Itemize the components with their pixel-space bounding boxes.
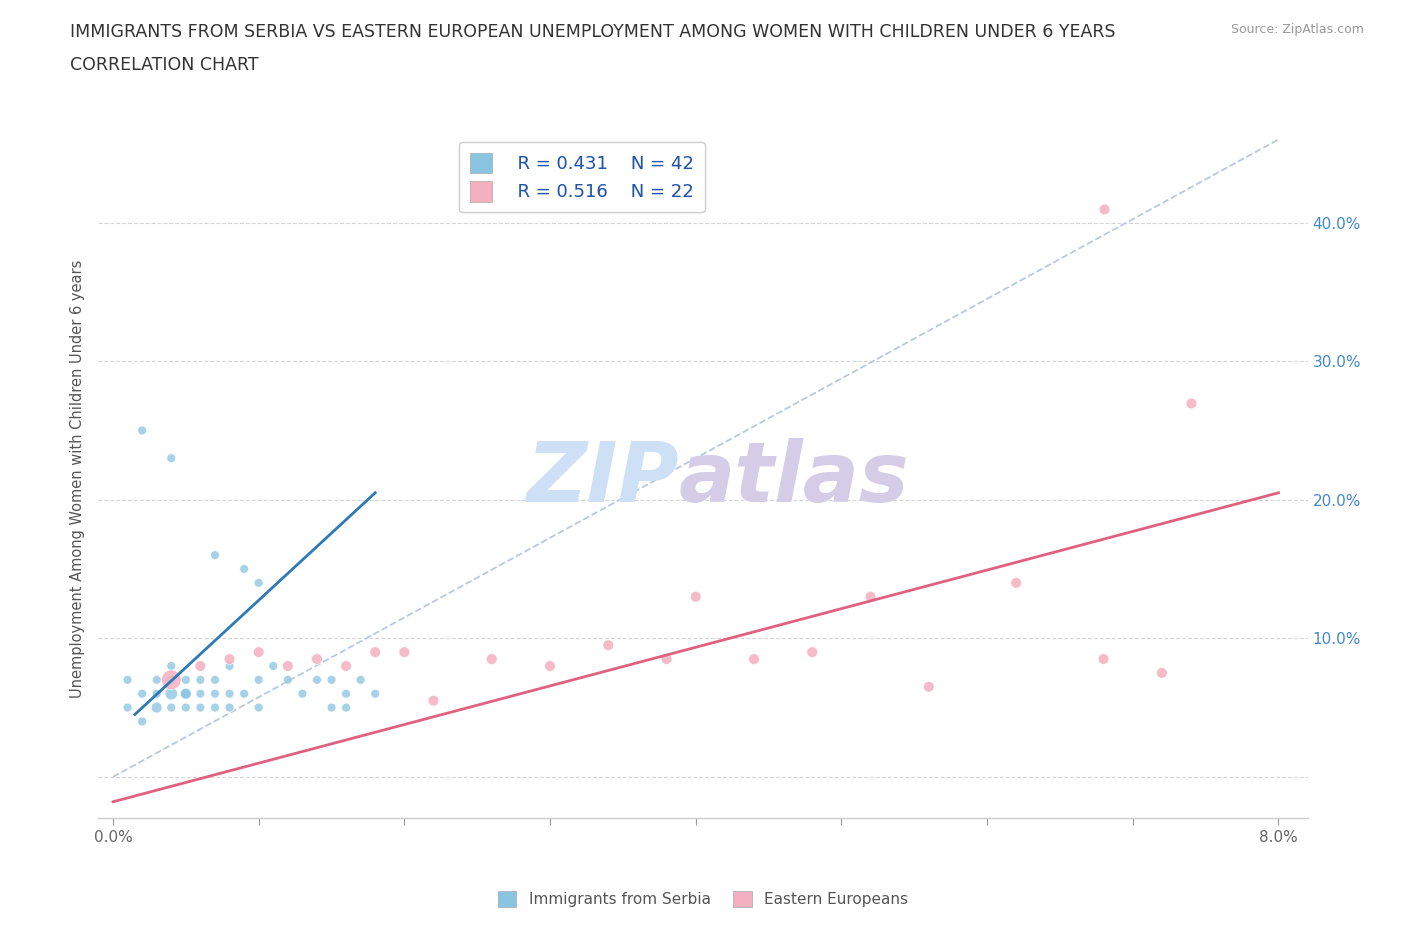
Point [685,590,707,604]
Point [174,672,197,687]
Point [174,686,197,701]
Point [117,672,139,687]
Text: atlas: atlas [679,438,910,520]
Point [174,686,197,701]
Point [305,652,328,667]
Point [1180,395,1202,410]
Point [160,658,183,673]
Point [190,686,212,701]
Point [1092,652,1115,667]
Legend: Immigrants from Serbia, Eastern Europeans: Immigrants from Serbia, Eastern European… [492,884,914,913]
Text: ZIP: ZIP [526,438,679,520]
Point [277,658,299,673]
Point [247,644,270,659]
Point [598,638,620,653]
Text: CORRELATION CHART: CORRELATION CHART [70,56,259,73]
Point [160,672,183,687]
Point [305,672,328,687]
Point [335,686,357,701]
Point [190,672,212,687]
Point [262,658,284,673]
Point [131,714,153,729]
Point [277,672,299,687]
Point [350,672,373,687]
Point [335,700,357,715]
Point [247,672,270,687]
Legend:   R = 0.431    N = 42,   R = 0.516    N = 22: R = 0.431 N = 42, R = 0.516 N = 22 [460,141,704,212]
Point [364,686,387,701]
Point [190,658,212,673]
Point [801,644,824,659]
Point [1092,201,1115,216]
Point [1005,576,1028,591]
Point [218,652,240,667]
Point [145,672,167,687]
Point [1150,666,1173,681]
Point [204,686,226,701]
Point [160,686,183,701]
Point [321,700,343,715]
Point [655,652,678,667]
Point [190,700,212,715]
Point [117,700,139,715]
Point [145,686,167,701]
Point [131,423,153,438]
Point [218,700,240,715]
Point [218,686,240,701]
Point [364,644,387,659]
Point [233,562,256,577]
Text: IMMIGRANTS FROM SERBIA VS EASTERN EUROPEAN UNEMPLOYMENT AMONG WOMEN WITH CHILDRE: IMMIGRANTS FROM SERBIA VS EASTERN EUROPE… [70,23,1116,41]
Point [174,700,197,715]
Point [233,686,256,701]
Point [321,672,343,687]
Point [335,658,357,673]
Point [247,576,270,591]
Point [291,686,314,701]
Point [742,652,765,667]
Point [160,700,183,715]
Point [918,679,941,694]
Point [145,700,167,715]
Point [204,672,226,687]
Text: Source: ZipAtlas.com: Source: ZipAtlas.com [1230,23,1364,36]
Point [538,658,561,673]
Y-axis label: Unemployment Among Women with Children Under 6 years: Unemployment Among Women with Children U… [70,259,86,698]
Point [204,548,226,563]
Point [160,451,183,466]
Point [247,700,270,715]
Point [394,644,416,659]
Point [481,652,503,667]
Point [859,590,882,604]
Point [204,700,226,715]
Point [218,658,240,673]
Point [131,686,153,701]
Point [160,672,183,687]
Point [422,693,444,708]
